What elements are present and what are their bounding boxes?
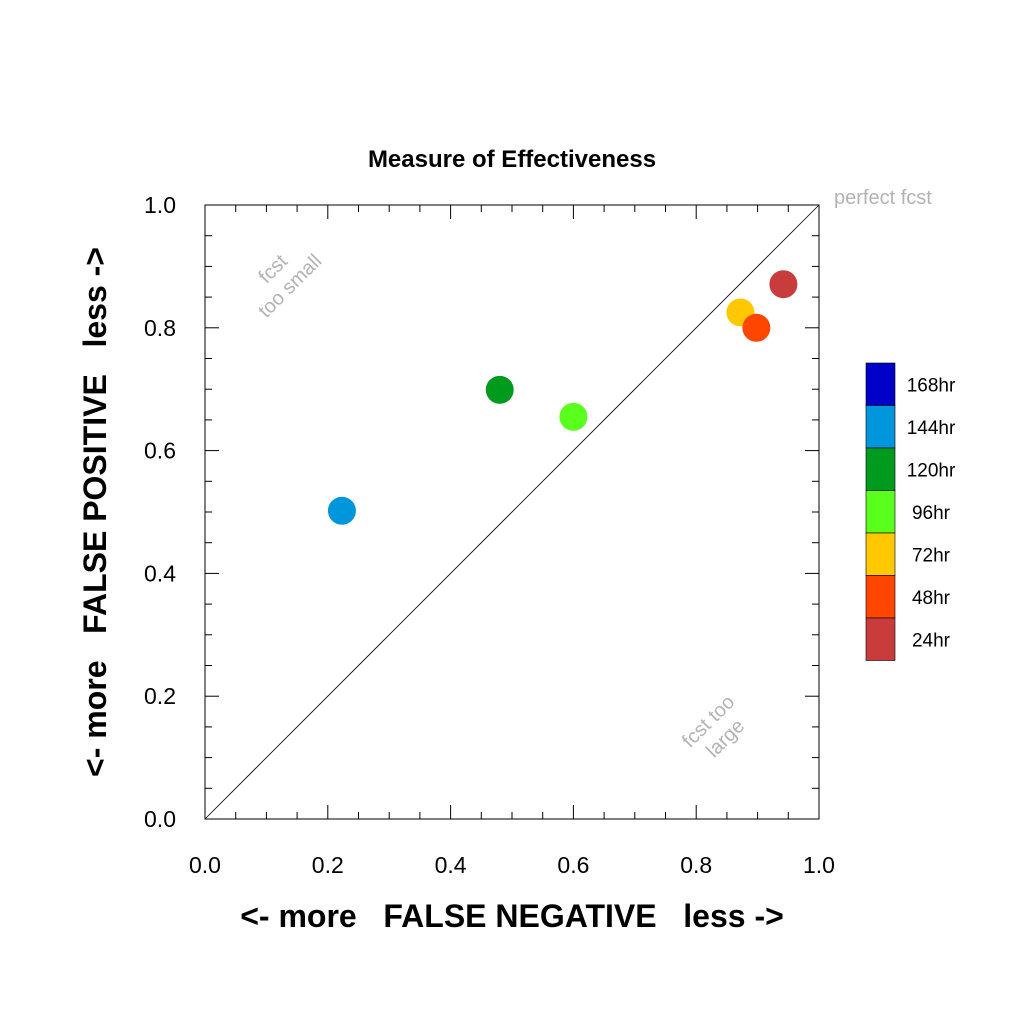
y-tick-label: 0.6	[144, 438, 176, 464]
legend-swatch-120hr	[865, 447, 896, 491]
legend-swatch-24hr	[865, 617, 896, 661]
chart-title: Measure of Effectiveness	[368, 146, 656, 173]
legend-label-48hr: 48hr	[912, 588, 951, 609]
legend-swatch-96hr	[865, 490, 896, 534]
x-tick-label: 0.2	[312, 852, 344, 878]
plot-frame	[204, 204, 820, 820]
annotation-fcst-too-small: fcst too small	[254, 250, 326, 322]
y-tick-label: 1.0	[144, 192, 176, 218]
y-tick-label: 0.0	[144, 806, 176, 832]
x-tick-label: 1.0	[803, 852, 835, 878]
legend-swatch-72hr	[865, 532, 896, 576]
perfect-forecast-diagonal	[204, 204, 820, 820]
point-24hr	[769, 270, 798, 299]
x-axis-label: <- more FALSE NEGATIVE less ->	[240, 898, 784, 934]
points-layer	[327, 270, 798, 525]
y-axis-label: <- more FALSE POSITIVE less ->	[77, 247, 113, 777]
legend-swatch-48hr	[865, 575, 896, 619]
legend-label-24hr: 24hr	[912, 630, 951, 651]
x-tick-label: 0.8	[680, 852, 712, 878]
legend: 168hr 144hr 120hr 96hr 72hr 48hr 24hr	[865, 362, 956, 661]
x-tick-label: 0.4	[435, 852, 467, 878]
y-tick-label: 0.2	[144, 683, 176, 709]
legend-label-96hr: 96hr	[912, 503, 951, 524]
annotation-perfect-fcst: perfect fcst	[834, 187, 932, 209]
legend-swatch-168hr	[865, 362, 896, 406]
point-96hr	[559, 402, 588, 431]
legend-label-168hr: 168hr	[907, 375, 956, 396]
legend-label-120hr: 120hr	[907, 460, 956, 481]
x-tick-label: 0.6	[557, 852, 589, 878]
point-144hr	[327, 496, 356, 525]
legend-swatch-144hr	[865, 405, 896, 449]
legend-label-144hr: 144hr	[907, 418, 956, 439]
y-tick-label: 0.8	[144, 315, 176, 341]
x-tick-label: 0.0	[189, 852, 221, 878]
y-tick-label: 0.4	[144, 560, 176, 586]
point-48hr	[742, 313, 771, 342]
annotation-fcst-too-large: fcst too large	[678, 691, 749, 762]
legend-label-72hr: 72hr	[912, 545, 951, 566]
point-120hr	[485, 375, 514, 404]
ticks-layer: 0.0 0.0 0.2 0.2 0.4 0.4 0.6 0.6 0.8 0.8 1.0 1.0	[144, 192, 835, 878]
